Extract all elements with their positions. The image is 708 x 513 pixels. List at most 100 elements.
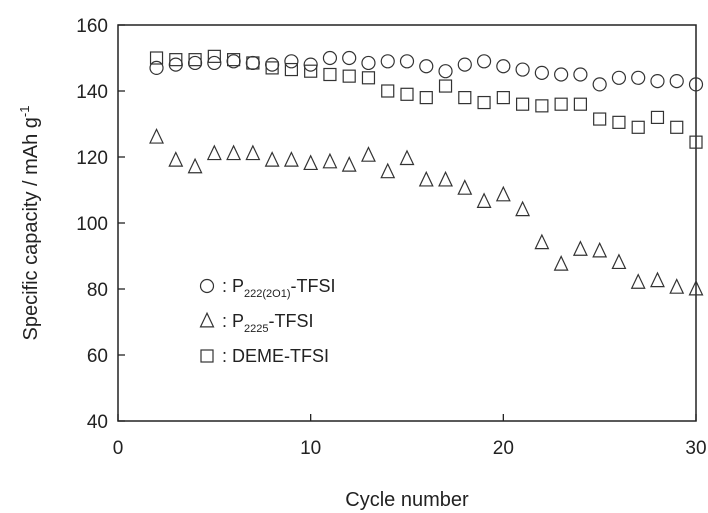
data-point bbox=[245, 144, 261, 161]
data-point bbox=[206, 144, 222, 161]
data-point bbox=[515, 97, 530, 111]
x-tick-label: 10 bbox=[300, 438, 321, 459]
data-point bbox=[265, 57, 280, 72]
y-axis-ticks: 40 60 80 100 120 140 160 bbox=[76, 16, 125, 433]
series-triangle bbox=[149, 128, 704, 296]
x-axis-label: Cycle number bbox=[345, 489, 469, 511]
data-point bbox=[534, 65, 549, 80]
data-point bbox=[342, 69, 356, 83]
data-point bbox=[457, 57, 472, 72]
data-point bbox=[631, 70, 646, 85]
legend-label: : P2225-TFSI bbox=[222, 311, 314, 335]
data-point bbox=[688, 77, 704, 92]
data-point bbox=[265, 61, 279, 75]
data-point bbox=[495, 185, 511, 202]
series-circle bbox=[149, 50, 704, 92]
data-point bbox=[399, 54, 415, 69]
data-point bbox=[322, 152, 338, 169]
data-point bbox=[381, 84, 395, 98]
data-point bbox=[246, 56, 260, 70]
data-point bbox=[650, 271, 665, 288]
data-point bbox=[496, 90, 510, 105]
data-point bbox=[149, 60, 164, 76]
data-point bbox=[670, 120, 684, 134]
data-point bbox=[611, 70, 627, 85]
y-tick-label: 80 bbox=[87, 280, 108, 301]
data-point bbox=[438, 64, 453, 79]
data-point bbox=[631, 120, 645, 134]
data-point bbox=[283, 151, 299, 167]
data-point bbox=[554, 97, 568, 111]
data-point bbox=[572, 240, 588, 256]
data-point bbox=[187, 55, 203, 71]
x-axis-ticks: 0 10 20 30 bbox=[113, 414, 707, 459]
data-point bbox=[650, 110, 665, 125]
legend-marker-circle bbox=[199, 278, 215, 294]
data-point bbox=[669, 73, 684, 89]
data-point bbox=[361, 55, 376, 71]
data-point bbox=[535, 99, 549, 113]
data-point bbox=[400, 87, 414, 101]
data-point bbox=[380, 54, 395, 69]
data-point bbox=[630, 273, 646, 289]
data-point bbox=[304, 64, 318, 78]
data-point bbox=[149, 128, 164, 144]
data-point bbox=[399, 149, 415, 166]
data-point bbox=[554, 67, 569, 82]
legend-label: : DEME-TFSI bbox=[222, 346, 329, 366]
data-point bbox=[342, 50, 357, 66]
data-point bbox=[419, 59, 434, 74]
data-point bbox=[688, 279, 704, 296]
data-point bbox=[515, 200, 531, 217]
y-axis-label-group: Specific capacity / mAh g-1 bbox=[17, 106, 42, 341]
data-point bbox=[534, 233, 550, 250]
data-point bbox=[689, 135, 703, 149]
data-point bbox=[323, 67, 337, 82]
legend-label-suffix: -TFSI bbox=[269, 311, 314, 331]
data-point bbox=[592, 241, 608, 258]
y-tick-label: 140 bbox=[76, 82, 108, 103]
x-tick-label: 30 bbox=[685, 438, 706, 459]
data-point bbox=[650, 73, 665, 89]
data-point bbox=[303, 154, 319, 171]
legend-marker-square bbox=[200, 349, 214, 363]
legend-label-subscript: 2225 bbox=[244, 323, 268, 335]
data-point bbox=[322, 50, 338, 66]
data-point bbox=[361, 71, 376, 85]
y-axis-label: Specific capacity / mAh g-1 bbox=[17, 106, 42, 341]
y-axis-label-superscript: -1 bbox=[17, 106, 32, 118]
data-point bbox=[187, 157, 203, 174]
data-points bbox=[149, 49, 704, 296]
legend-marker-triangle bbox=[199, 311, 215, 328]
data-point bbox=[149, 51, 164, 65]
data-point bbox=[611, 253, 627, 270]
data-point bbox=[418, 170, 434, 187]
data-point bbox=[227, 53, 241, 67]
data-point bbox=[380, 162, 396, 179]
data-point bbox=[477, 95, 491, 110]
data-point bbox=[264, 151, 280, 167]
y-tick-label: 40 bbox=[87, 412, 108, 433]
data-point bbox=[438, 79, 453, 93]
data-point bbox=[226, 144, 242, 161]
data-point bbox=[245, 55, 260, 71]
legend-label-main: : P bbox=[222, 311, 244, 331]
data-point bbox=[284, 62, 298, 77]
y-tick-label: 60 bbox=[87, 346, 108, 367]
data-point bbox=[573, 67, 588, 82]
data-point bbox=[284, 54, 299, 69]
data-point bbox=[593, 112, 607, 126]
legend-label-main: : P bbox=[222, 276, 244, 296]
x-tick-label: 0 bbox=[113, 438, 124, 459]
data-point bbox=[457, 179, 473, 195]
data-point bbox=[361, 146, 376, 162]
legend-label-subscript: 222(2O1) bbox=[244, 288, 290, 300]
data-point bbox=[476, 192, 492, 208]
data-point bbox=[341, 156, 357, 172]
data-point bbox=[207, 55, 222, 71]
legend: : P222(2O1) -TFSI: P2225-TFSI : DEME-TFSI bbox=[199, 276, 336, 366]
legend-label-main: : DEME-TFSI bbox=[222, 346, 329, 366]
x-tick-label: 20 bbox=[493, 438, 514, 459]
data-point bbox=[438, 170, 453, 187]
